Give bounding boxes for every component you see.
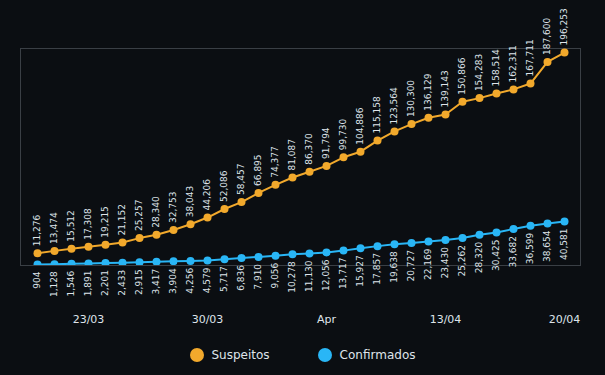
- svg-text:162,311: 162,311: [508, 45, 518, 82]
- svg-text:Apr: Apr: [317, 313, 337, 326]
- svg-text:13,474: 13,474: [49, 212, 59, 244]
- svg-text:30,425: 30,425: [491, 239, 501, 271]
- svg-text:1,546: 1,546: [66, 271, 76, 297]
- svg-text:32,753: 32,753: [168, 191, 178, 223]
- svg-text:20/04: 20/04: [549, 313, 581, 326]
- svg-text:58,457: 58,457: [236, 164, 246, 196]
- svg-text:3,417: 3,417: [151, 269, 161, 295]
- svg-text:38,654: 38,654: [542, 230, 552, 262]
- svg-text:104,886: 104,886: [355, 107, 365, 144]
- svg-text:86,370: 86,370: [304, 133, 314, 165]
- svg-text:22,169: 22,169: [423, 248, 433, 280]
- svg-text:23,430: 23,430: [440, 247, 450, 279]
- svg-text:81,087: 81,087: [287, 139, 297, 171]
- svg-text:15,512: 15,512: [66, 210, 76, 242]
- html-text:Confirmados: Confirmados: [339, 348, 416, 362]
- svg-text:4,579: 4,579: [202, 267, 212, 293]
- svg-text:158,514: 158,514: [491, 49, 501, 86]
- svg-text:7,910: 7,910: [253, 264, 263, 290]
- svg-text:3,904: 3,904: [168, 268, 178, 294]
- svg-text:13,717: 13,717: [338, 258, 348, 290]
- svg-text:21,152: 21,152: [117, 204, 127, 236]
- svg-text:25,257: 25,257: [134, 200, 144, 232]
- html-text:Suspeitos: Suspeitos: [211, 348, 270, 362]
- svg-text:12,056: 12,056: [321, 259, 331, 291]
- svg-text:6,836: 6,836: [236, 265, 246, 291]
- svg-text:17,857: 17,857: [372, 253, 382, 285]
- svg-text:187,600: 187,600: [542, 17, 552, 54]
- svg-text:40,581: 40,581: [559, 228, 569, 259]
- svg-text:136,129: 136,129: [423, 73, 433, 110]
- svg-text:115,158: 115,158: [372, 96, 382, 133]
- svg-text:99,730: 99,730: [338, 119, 348, 151]
- svg-text:139,143: 139,143: [440, 70, 450, 107]
- svg-text:66,895: 66,895: [253, 154, 263, 186]
- svg-text:5,717: 5,717: [219, 266, 229, 292]
- svg-text:150,866: 150,866: [457, 57, 467, 94]
- svg-text:52,086: 52,086: [219, 170, 229, 202]
- svg-text:904: 904: [32, 271, 42, 288]
- svg-text:11,130: 11,130: [304, 260, 314, 292]
- svg-text:28,320: 28,320: [474, 242, 484, 274]
- svg-text:20,727: 20,727: [406, 250, 416, 282]
- svg-text:44,206: 44,206: [202, 179, 212, 211]
- svg-text:25,262: 25,262: [457, 245, 467, 277]
- svg-text:74,377: 74,377: [270, 146, 280, 178]
- svg-text:15,927: 15,927: [355, 255, 365, 287]
- svg-text:9,056: 9,056: [270, 262, 280, 288]
- svg-text:154,283: 154,283: [474, 54, 484, 91]
- svg-text:36,599: 36,599: [525, 233, 535, 265]
- svg-text:196,253: 196,253: [559, 8, 569, 45]
- svg-text:17,308: 17,308: [83, 208, 93, 240]
- svg-text:2,433: 2,433: [117, 270, 127, 296]
- svg-text:91,794: 91,794: [321, 127, 331, 159]
- svg-text:11,276: 11,276: [32, 215, 42, 247]
- svg-text:2,915: 2,915: [134, 269, 144, 295]
- svg-text:123,564: 123,564: [389, 87, 399, 124]
- svg-text:19,638: 19,638: [389, 251, 399, 283]
- svg-text:23/03: 23/03: [73, 313, 105, 326]
- svg-text:1,128: 1,128: [49, 271, 59, 297]
- svg-text:130,300: 130,300: [406, 80, 416, 117]
- svg-text:4,256: 4,256: [185, 268, 195, 294]
- svg-text:10,278: 10,278: [287, 261, 297, 293]
- svg-text:38,043: 38,043: [185, 186, 195, 218]
- svg-text:1,891: 1,891: [83, 270, 93, 296]
- svg-text:33,682: 33,682: [508, 236, 518, 267]
- svg-text:13/04: 13/04: [430, 313, 462, 326]
- svg-text:19,215: 19,215: [100, 206, 110, 238]
- svg-text:2,201: 2,201: [100, 270, 110, 296]
- svg-text:28,340: 28,340: [151, 196, 161, 228]
- svg-text:167,711: 167,711: [525, 39, 535, 76]
- svg-text:30/03: 30/03: [192, 313, 224, 326]
